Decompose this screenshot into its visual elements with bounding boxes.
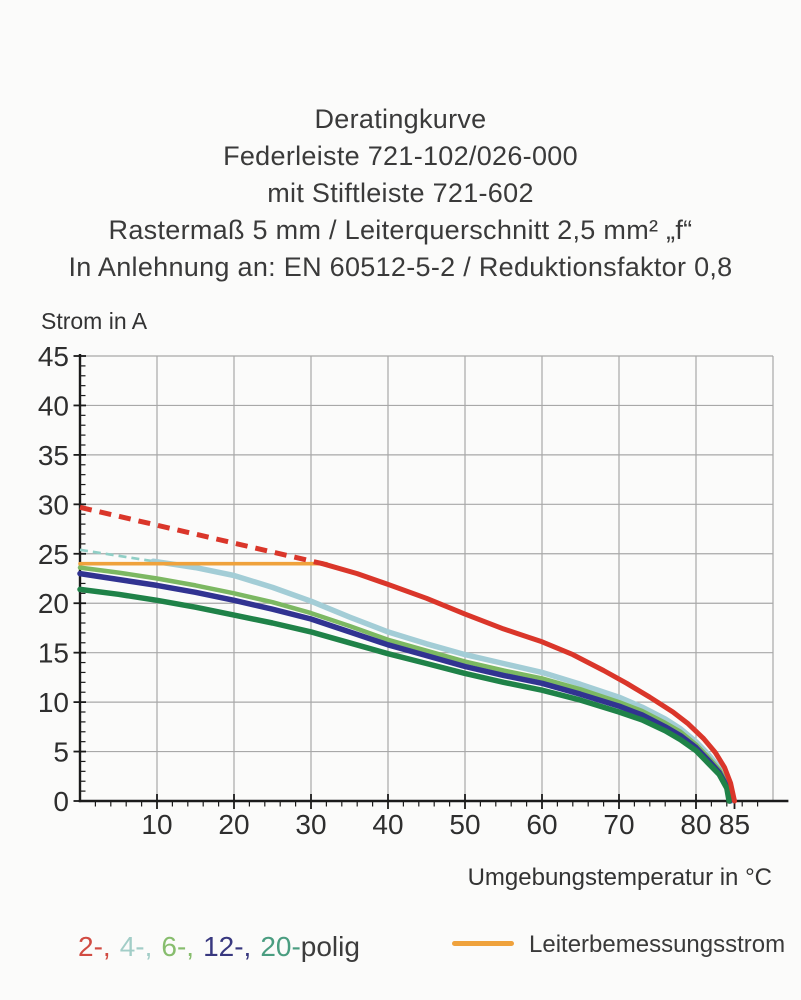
svg-text:45: 45: [38, 341, 69, 372]
svg-text:25: 25: [38, 539, 69, 570]
title-line-2: Federleiste 721-102/026-000: [223, 141, 578, 171]
poles-legend-item: 4-,: [119, 931, 153, 962]
title-line-1: Deratingkurve: [314, 104, 487, 134]
svg-text:85: 85: [719, 809, 750, 840]
rated-current-line-swatch: [452, 941, 514, 946]
svg-text:0: 0: [53, 786, 69, 817]
y-axis-title: Strom in A: [41, 308, 148, 334]
svg-text:50: 50: [449, 809, 480, 840]
title-line-4: Rastermaß 5 mm / Leiterquerschnitt 2,5 m…: [108, 215, 693, 245]
poles-legend-item: 20-: [260, 931, 301, 962]
x-axis-title: Umgebungstemperatur in °C: [467, 864, 772, 891]
svg-text:20: 20: [38, 588, 69, 619]
svg-text:15: 15: [38, 638, 69, 669]
svg-text:20: 20: [218, 809, 249, 840]
poles-legend-item: 2-,: [78, 931, 111, 962]
svg-text:40: 40: [372, 809, 403, 840]
rated-current-legend: Leiterbemessungsstrom: [452, 931, 786, 959]
svg-text:30: 30: [295, 809, 326, 840]
title-line-3: mit Stiftleiste 721-602: [267, 178, 534, 208]
title-line-5: In Anlehnung an: EN 60512-5-2 / Reduktio…: [68, 252, 733, 282]
svg-text:10: 10: [141, 809, 172, 840]
poles-legend-item: 12-,: [203, 931, 252, 962]
svg-text:80: 80: [680, 809, 711, 840]
poles-legend: 2-, 4-, 6-, 12-, 20-polig: [78, 931, 360, 963]
chart-title-block: Deratingkurve Federleiste 721-102/026-00…: [0, 101, 801, 286]
poles-legend-item: 6-,: [161, 931, 195, 962]
rated-current-label: Leiterbemessungsstrom: [529, 931, 786, 958]
poles-legend-item: polig: [300, 931, 360, 962]
svg-text:35: 35: [38, 440, 69, 471]
svg-text:10: 10: [38, 687, 69, 718]
derating-chart: 0 5 10 15 20 25 30 35 40 45 10 20 30 40 50 60 70 80 85: [38, 341, 789, 840]
svg-text:60: 60: [526, 809, 557, 840]
svg-text:70: 70: [603, 809, 634, 840]
svg-text:40: 40: [38, 390, 69, 421]
svg-text:5: 5: [53, 737, 69, 768]
svg-text:30: 30: [38, 489, 69, 520]
